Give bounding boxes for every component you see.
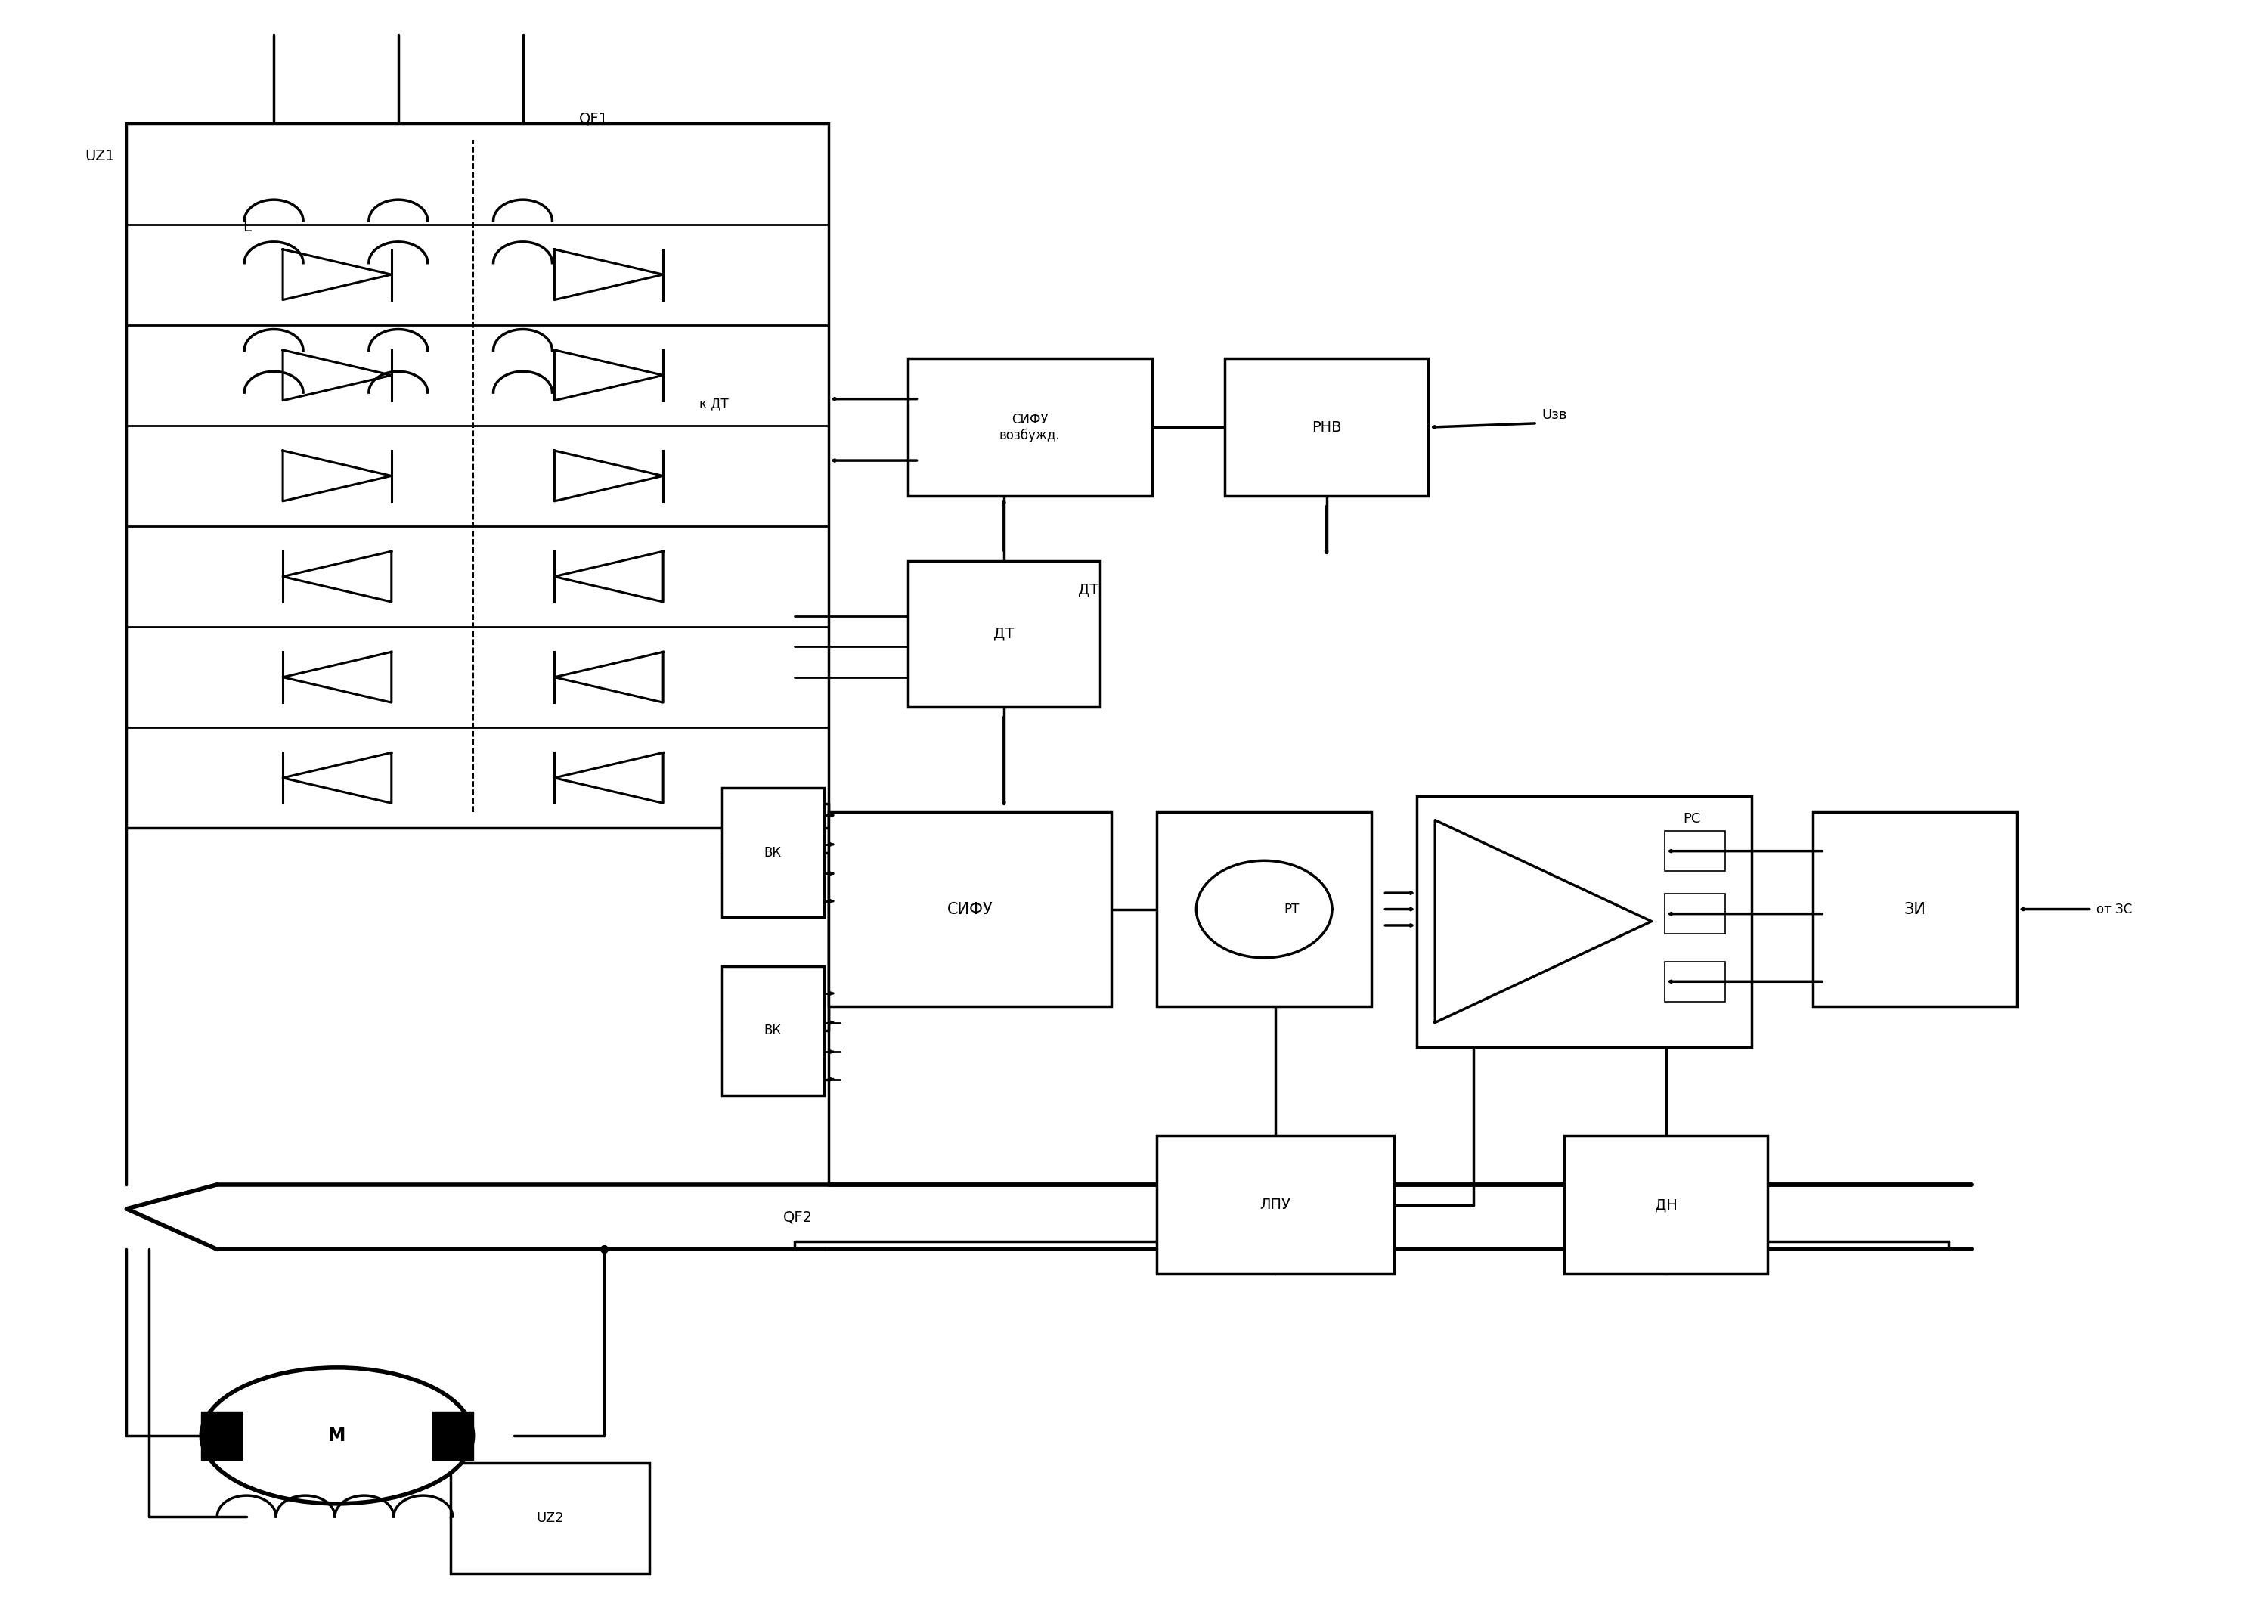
Bar [1565,1135,1767,1273]
Text: ДТ: ДТ [993,627,1014,641]
Text: СИФУ
возбужд.: СИФУ возбужд. [1000,412,1061,442]
Bar [451,1463,649,1574]
Bar [1157,1135,1395,1273]
Ellipse shape [202,1367,474,1504]
Text: от ЗС: от ЗС [2096,903,2132,916]
Text: СИФУ: СИФУ [948,901,993,918]
Bar [721,966,823,1096]
Bar [1665,831,1726,870]
Text: ДН: ДН [1656,1197,1678,1212]
Text: РС: РС [1683,812,1701,825]
Bar [1418,796,1751,1047]
Text: Uзв: Uзв [1542,408,1567,422]
Text: ЗИ: ЗИ [1905,901,1926,918]
Bar [1225,359,1429,497]
Bar [127,123,828,828]
Bar [433,1411,474,1460]
Text: ДТ: ДТ [1077,583,1100,598]
Text: QF1: QF1 [578,112,608,127]
Bar [1157,812,1372,1007]
Text: РНВ: РНВ [1311,421,1340,435]
Bar [1665,961,1726,1002]
Text: РТ: РТ [1284,903,1300,916]
Text: UZ2: UZ2 [535,1512,565,1525]
Text: QF2: QF2 [782,1210,812,1224]
Text: M: M [329,1426,347,1445]
Text: ЛПУ: ЛПУ [1261,1197,1290,1212]
Bar [907,359,1152,497]
Text: UZ1: UZ1 [86,149,116,162]
Bar [907,560,1100,706]
Text: ВК: ВК [764,846,782,859]
Text: L: L [243,221,252,234]
Bar [1812,812,2016,1007]
Bar [1665,893,1726,934]
Bar [721,788,823,918]
Bar [202,1411,243,1460]
Text: ВК: ВК [764,1023,782,1038]
Bar [828,812,1111,1007]
Text: к ДТ: к ДТ [699,396,728,411]
